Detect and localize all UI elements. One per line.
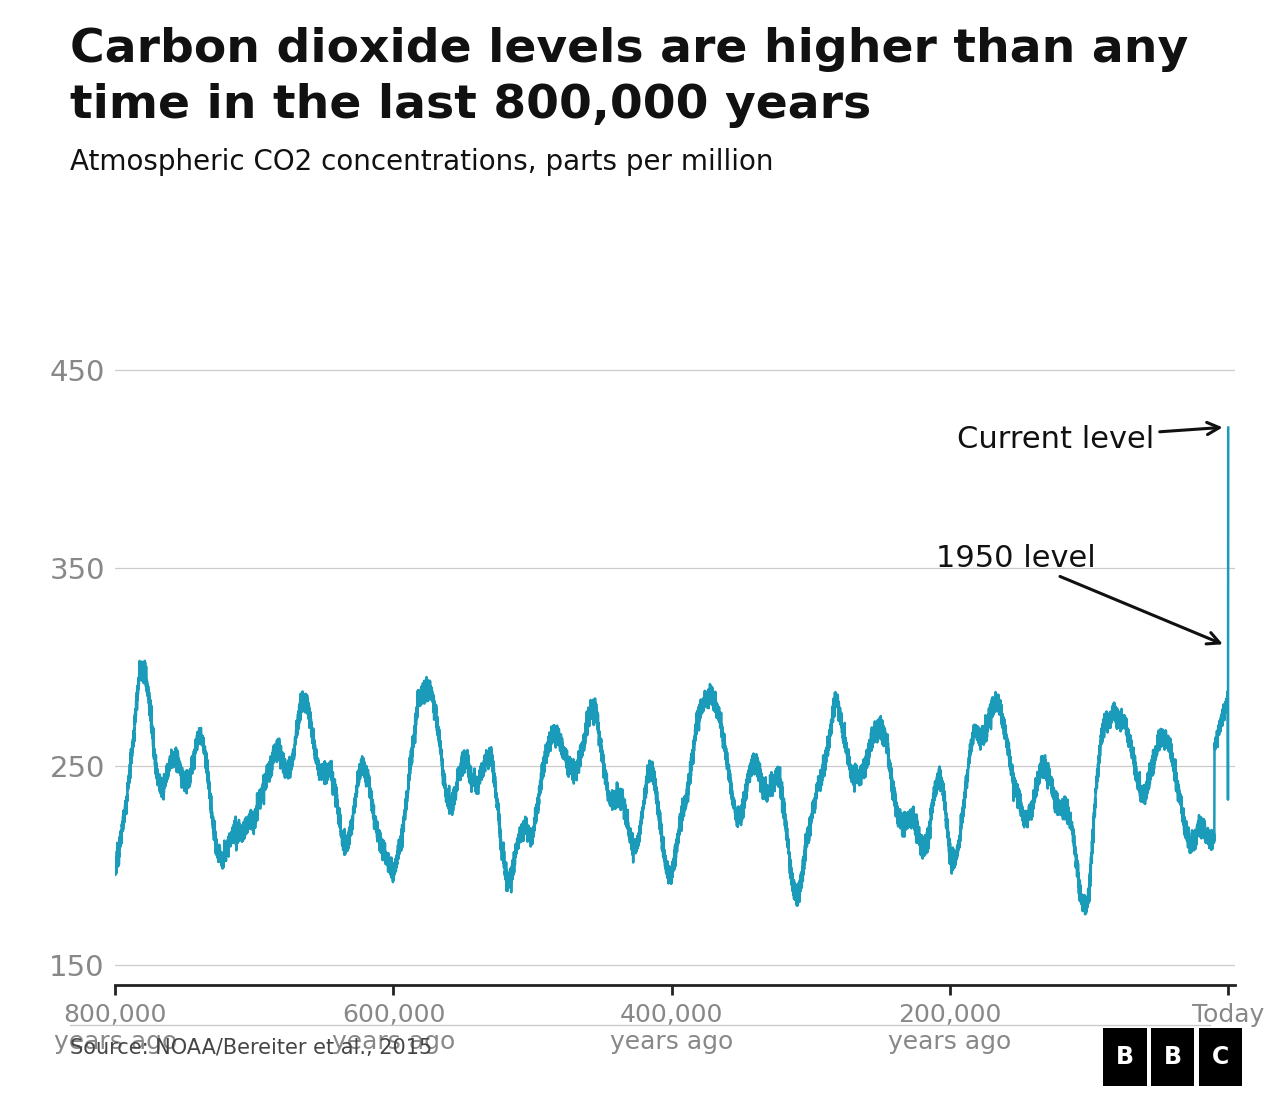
Text: C: C	[1212, 1045, 1229, 1069]
Text: Source: NOAA/Bereiter et al., 2015: Source: NOAA/Bereiter et al., 2015	[70, 1038, 433, 1058]
Text: B: B	[1164, 1045, 1181, 1069]
Text: 1950 level: 1950 level	[936, 543, 1220, 644]
Bar	[1103, 1027, 1147, 1087]
Bar	[1199, 1027, 1242, 1087]
Text: Carbon dioxide levels are higher than any: Carbon dioxide levels are higher than an…	[70, 28, 1189, 73]
Text: B: B	[1116, 1045, 1134, 1069]
Text: Current level: Current level	[957, 422, 1220, 453]
Bar	[1151, 1027, 1194, 1087]
Text: Atmospheric CO2 concentrations, parts per million: Atmospheric CO2 concentrations, parts pe…	[70, 148, 774, 176]
Text: time in the last 800,000 years: time in the last 800,000 years	[70, 82, 872, 128]
